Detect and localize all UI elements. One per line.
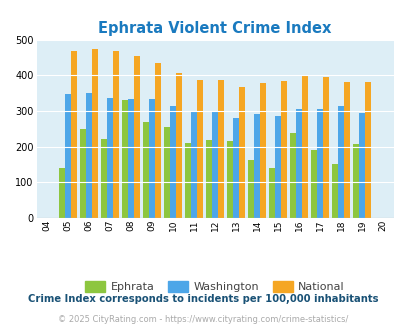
Bar: [143, 121, 149, 218]
Bar: [343, 82, 349, 218]
Bar: [301, 76, 307, 218]
Bar: [149, 99, 155, 218]
Bar: [296, 109, 301, 218]
Bar: [248, 160, 254, 218]
Bar: [101, 139, 107, 218]
Bar: [65, 94, 71, 218]
Bar: [337, 106, 343, 218]
Bar: [191, 111, 196, 218]
Bar: [269, 168, 275, 218]
Bar: [128, 99, 134, 218]
Text: Crime Index corresponds to incidents per 100,000 inhabitants: Crime Index corresponds to incidents per…: [28, 294, 377, 304]
Bar: [311, 150, 317, 218]
Bar: [290, 133, 296, 218]
Bar: [260, 83, 265, 218]
Bar: [71, 50, 77, 218]
Bar: [107, 98, 113, 218]
Bar: [134, 56, 140, 218]
Bar: [233, 118, 239, 218]
Bar: [122, 100, 128, 218]
Bar: [92, 49, 98, 218]
Bar: [86, 93, 92, 218]
Bar: [185, 143, 191, 218]
Bar: [212, 111, 217, 218]
Bar: [80, 129, 86, 218]
Bar: [113, 51, 119, 218]
Bar: [275, 116, 281, 218]
Bar: [364, 82, 370, 218]
Bar: [281, 81, 286, 218]
Legend: Ephrata, Washington, National: Ephrata, Washington, National: [81, 277, 348, 297]
Bar: [59, 168, 65, 218]
Bar: [227, 141, 233, 218]
Bar: [164, 127, 170, 218]
Bar: [358, 113, 364, 218]
Title: Ephrata Violent Crime Index: Ephrata Violent Crime Index: [98, 21, 331, 36]
Bar: [239, 87, 245, 218]
Bar: [176, 74, 181, 218]
Bar: [155, 63, 160, 218]
Bar: [322, 77, 328, 218]
Bar: [217, 80, 224, 218]
Bar: [170, 106, 176, 218]
Bar: [353, 144, 358, 218]
Bar: [254, 115, 260, 218]
Bar: [332, 164, 337, 218]
Bar: [206, 140, 212, 218]
Bar: [317, 109, 322, 218]
Bar: [196, 80, 202, 218]
Text: © 2025 CityRating.com - https://www.cityrating.com/crime-statistics/: © 2025 CityRating.com - https://www.city…: [58, 315, 347, 324]
